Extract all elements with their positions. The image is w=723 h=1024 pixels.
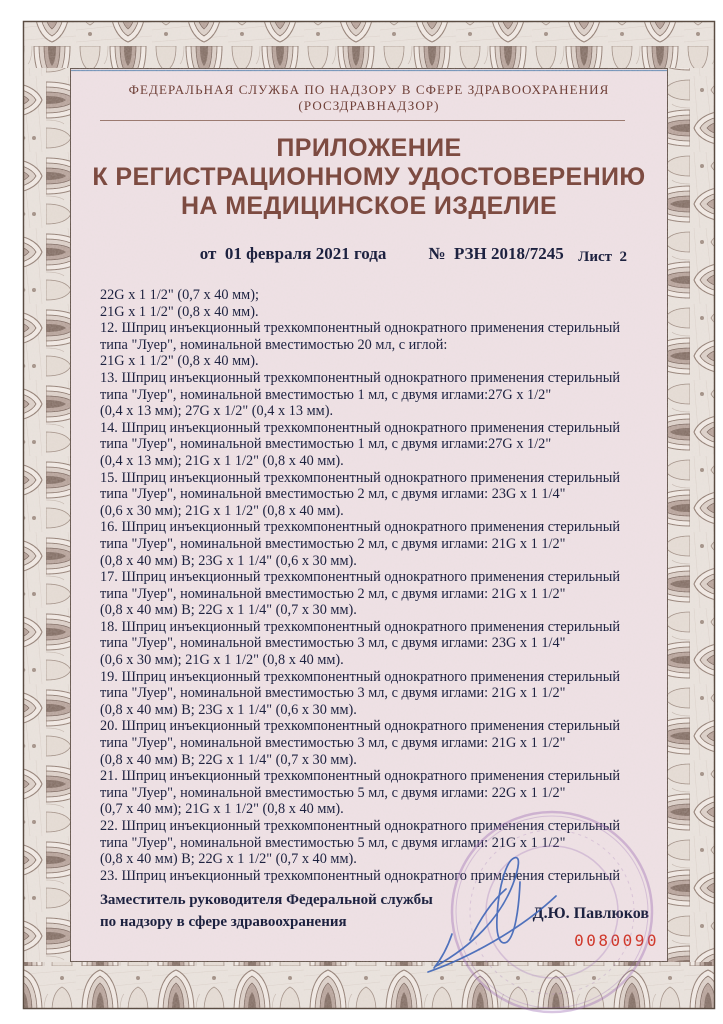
document-title: ПРИЛОЖЕНИЕ К РЕГИСТРАЦИОННОМУ УДОСТОВЕРЕ…: [70, 134, 668, 221]
signer-position-line1: Заместитель руководителя Федеральной слу…: [100, 892, 433, 908]
document-line: 21. Шприц инъекционный трехкомпонентный …: [100, 768, 621, 785]
document-line: 16. Шприц инъекционный трехкомпонентный …: [100, 519, 621, 536]
agency-line1: ФЕДЕРАЛЬНАЯ СЛУЖБА ПО НАДЗОРУ В СФЕРЕ ЗД…: [128, 82, 610, 97]
agency-line2: (РОСЗДРАВНАДЗОР): [298, 98, 440, 113]
document-line: 23. Шприц инъекционный трехкомпонентный …: [100, 867, 621, 884]
document-line: 21G x 1 1/2" (0,8 x 40 мм).: [100, 303, 259, 320]
title-line3: НА МЕДИЦИНСКОЕ ИЗДЕЛИЕ: [180, 192, 558, 220]
document-line: 13. Шприц инъекционный трехкомпонентный …: [100, 369, 621, 386]
document-line: типа "Луер", номинальной вместимостью 1 …: [100, 436, 552, 453]
document-line: типа "Луер", номинальной вместимостью 5 …: [100, 784, 566, 801]
sheet-number: Лист 2: [578, 249, 627, 265]
signer-position-line2: по надзору в сфере здравоохранения: [100, 914, 347, 930]
body-text: 22G x 1 1/2" (0,7 x 40 мм); 21G x 1 1/2" …: [100, 287, 660, 884]
document-line: 19. Шприц инъекционный трехкомпонентный …: [100, 668, 621, 685]
document-line: (0,8 x 40 мм) В; 22G x 1 1/2" (0,7 x 40 …: [100, 851, 357, 868]
document-line: (0,8 x 40 мм) В; 23G x 1 1/4" (0,6 x 30 …: [100, 701, 357, 718]
document-line: (0,8 x 40 мм) В; 23G x 1 1/4" (0,6 x 30 …: [100, 552, 357, 569]
document-line: 18. Шприц инъекционный трехкомпонентный …: [100, 618, 621, 635]
signer-position: Заместитель руководителя Федеральной слу…: [100, 889, 433, 933]
document-line: 22. Шприц инъекционный трехкомпонентный …: [100, 818, 621, 834]
document-line: (0,6 x 30 мм); 21G x 1 1/2" (0,8 x 40 мм…: [100, 502, 344, 519]
document-line: типа "Луер", номинальной вместимостью 3 …: [100, 635, 566, 652]
title-line1: ПРИЛОЖЕНИЕ: [276, 134, 462, 162]
document-line: типа "Луер", номинальной вместимостью 1 …: [100, 386, 552, 403]
document-line: (0,4 x 13 мм); 27G x 1/2" (0,4 x 13 мм).: [100, 403, 334, 420]
document-line: (0,7 x 40 мм); 21G x 1 1/2" (0,8 x 40 мм…: [100, 801, 344, 818]
document-line: типа "Луер", номинальной вместимостью 3 …: [100, 685, 566, 702]
document-line: (0,4 x 13 мм); 21G x 1 1/2" (0,8 x 40 мм…: [100, 452, 344, 469]
document-line: типа "Луер", номинальной вместимостью 20…: [100, 336, 448, 353]
issue-date: от 01 февраля 2021 года: [199, 244, 387, 263]
title-line2: К РЕГИСТРАЦИОННОМУ УДОСТОВЕРЕНИЮ: [92, 163, 646, 191]
document-line: типа "Луер", номинальной вместимостью 2 …: [100, 486, 566, 503]
document-line: (0,8 x 40 мм) В; 22G x 1 1/4" (0,7 x 30 …: [100, 751, 357, 768]
serial-number: 0080090: [574, 931, 659, 950]
document-line: 15. Шприц инъекционный трехкомпонентный …: [100, 469, 621, 486]
registration-number: № РЗН 2018/7245: [428, 244, 564, 263]
date-and-number-line: от 01 февраля 2021 года № РЗН 2018/7245: [70, 224, 668, 284]
document-line: 22G x 1 1/2" (0,7 x 40 мм);: [100, 287, 259, 303]
header-divider: [100, 120, 625, 121]
document-line: 17. Шприц инъекционный трехкомпонентный …: [100, 569, 621, 586]
document-line: типа "Луер", номинальной вместимостью 2 …: [100, 535, 566, 552]
document-line: типа "Луер", номинальной вместимостью 2 …: [100, 585, 566, 602]
document-line: 14. Шприц инъекционный трехкомпонентный …: [100, 419, 621, 436]
document-line: 12. Шприц инъекционный трехкомпонентный …: [100, 320, 621, 337]
document-line: 20. Шприц инъекционный трехкомпонентный …: [100, 718, 621, 735]
signer-name: Д.Ю. Павлюков: [532, 905, 649, 922]
document-line: 21G x 1 1/2" (0,8 x 40 мм).: [100, 353, 259, 370]
document-line: типа "Луер", номинальной вместимостью 5 …: [100, 834, 566, 851]
document-line: (0,6 x 30 мм); 21G x 1 1/2" (0,8 x 40 мм…: [100, 652, 344, 669]
document-line: типа "Луер", номинальной вместимостью 3 …: [100, 735, 566, 752]
document-line: (0,8 x 40 мм) В; 22G x 1 1/4" (0,7 x 30 …: [100, 602, 357, 619]
agency-header: ФЕДЕРАЛЬНАЯ СЛУЖБА ПО НАДЗОРУ В СФЕРЕ ЗД…: [70, 82, 668, 114]
